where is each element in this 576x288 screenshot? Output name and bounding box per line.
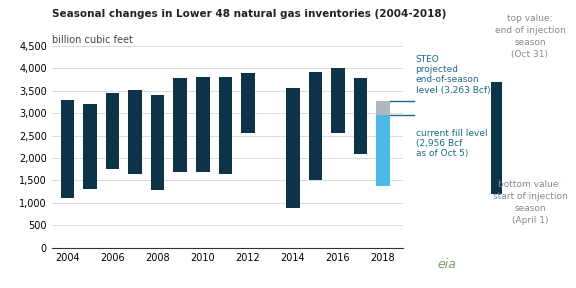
Bar (241, 73, 255, 133)
Bar (84, 104, 97, 190)
Text: eia: eia (438, 258, 457, 271)
Text: top value:
end of injection
season
(Oct 31): top value: end of injection season (Oct … (495, 14, 565, 59)
Bar (376, 115, 390, 186)
Text: current fill level
(2,956 Bcf
as of Oct 5): current fill level (2,956 Bcf as of Oct … (416, 129, 487, 158)
Bar (376, 101, 390, 115)
Bar (151, 95, 165, 190)
Bar (331, 69, 344, 133)
Bar (173, 78, 187, 172)
Bar (491, 82, 502, 194)
Bar (106, 93, 119, 169)
Bar (218, 77, 232, 174)
Text: Seasonal changes in Lower 48 natural gas inventories (2004-2018): Seasonal changes in Lower 48 natural gas… (52, 9, 446, 19)
Text: STEO
projected
end-of-season
level (3,263 Bcf): STEO projected end-of-season level (3,26… (416, 55, 490, 95)
Text: bottom value:
start of injection
season
(April 1): bottom value: start of injection season … (492, 180, 567, 225)
Bar (286, 88, 300, 208)
Bar (61, 100, 74, 198)
Text: billion cubic feet: billion cubic feet (52, 35, 132, 45)
Bar (196, 77, 210, 172)
Bar (309, 72, 322, 181)
Bar (128, 90, 142, 174)
Bar (354, 78, 367, 154)
